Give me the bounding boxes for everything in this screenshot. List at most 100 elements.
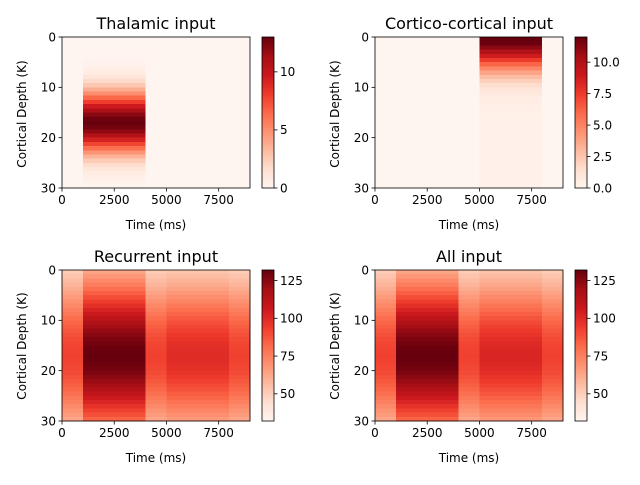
heatmap-cell — [135, 375, 141, 380]
heatmap-cell — [88, 142, 94, 147]
heatmap-cell — [474, 299, 480, 304]
heatmap-cell — [219, 138, 225, 143]
colorbar-tick-label: 75 — [593, 349, 608, 363]
heatmap-cell — [406, 146, 412, 151]
heatmap-cell — [469, 41, 475, 46]
heatmap-cell — [417, 346, 423, 351]
heatmap-cell — [177, 58, 183, 63]
heatmap-cell — [83, 50, 89, 55]
heatmap-cell — [203, 54, 209, 59]
heatmap-cell — [438, 325, 444, 330]
heatmap-cell — [401, 125, 407, 130]
heatmap-cell — [511, 146, 517, 151]
heatmap-cell — [375, 333, 381, 338]
heatmap-cell — [375, 354, 381, 359]
heatmap-cell — [78, 133, 84, 138]
heatmap-cell — [119, 75, 125, 80]
heatmap-cell — [234, 325, 240, 330]
heatmap-cell — [93, 304, 99, 309]
y-tick-label: 0 — [361, 30, 369, 44]
heatmap-cell — [479, 167, 485, 172]
heatmap-cell — [72, 87, 78, 92]
heatmap-cell — [521, 79, 527, 84]
heatmap-cell — [553, 83, 559, 88]
heatmap-cell — [114, 304, 120, 309]
heatmap-cell — [99, 154, 105, 159]
heatmap-cell — [99, 371, 105, 376]
heatmap-cell — [219, 83, 225, 88]
heatmap-cell — [198, 175, 204, 180]
heatmap-cell — [99, 37, 105, 42]
heatmap-cell — [156, 316, 162, 321]
heatmap-cell — [479, 329, 485, 334]
heatmap-cell — [401, 54, 407, 59]
heatmap-cell — [182, 346, 188, 351]
heatmap-cell — [375, 75, 381, 80]
heatmap-cell — [412, 108, 418, 113]
heatmap-cell — [193, 37, 199, 42]
heatmap-cell — [459, 396, 465, 401]
heatmap-cell — [532, 75, 538, 80]
heatmap-cell — [422, 45, 428, 50]
heatmap-cell — [119, 96, 125, 101]
heatmap-cell — [151, 171, 157, 176]
heatmap-cell — [391, 325, 397, 330]
heatmap-cell — [78, 175, 84, 180]
heatmap-cell — [99, 383, 105, 388]
heatmap-cell — [380, 316, 386, 321]
heatmap-cell — [88, 274, 94, 279]
heatmap-cell — [93, 375, 99, 380]
heatmap-cell — [396, 337, 402, 342]
heatmap-cell — [391, 278, 397, 283]
heatmap-cell — [537, 87, 543, 92]
heatmap-cell — [417, 159, 423, 164]
heatmap-cell — [99, 283, 105, 288]
heatmap-cell — [443, 125, 449, 130]
heatmap-cell — [479, 270, 485, 275]
heatmap-cell — [495, 37, 501, 42]
heatmap-cell — [469, 291, 475, 296]
heatmap-cell — [203, 142, 209, 147]
heatmap-cell — [151, 58, 157, 63]
heatmap-cell — [500, 175, 506, 180]
heatmap-cell — [532, 121, 538, 126]
heatmap-cell — [412, 150, 418, 155]
heatmap-cell — [432, 299, 438, 304]
heatmap-cell — [187, 413, 193, 418]
heatmap-cell — [417, 325, 423, 330]
heatmap-cell — [443, 383, 449, 388]
heatmap-cell — [380, 366, 386, 371]
heatmap-cell — [464, 121, 470, 126]
heatmap-cell — [104, 371, 110, 376]
heatmap-cell — [432, 337, 438, 342]
heatmap-cell — [229, 404, 235, 409]
heatmap-cell — [135, 41, 141, 46]
heatmap-cell — [234, 392, 240, 397]
heatmap-cell — [396, 400, 402, 405]
heatmap-cell — [459, 274, 465, 279]
heatmap-cell — [406, 87, 412, 92]
heatmap-cell — [412, 379, 418, 384]
heatmap-cell — [427, 383, 433, 388]
heatmap-cell — [78, 287, 84, 292]
heatmap-cell — [417, 45, 423, 50]
heatmap-cell — [432, 167, 438, 172]
heatmap-cell — [406, 79, 412, 84]
heatmap-cell — [385, 175, 391, 180]
heatmap-cell — [187, 146, 193, 151]
heatmap-cell — [88, 159, 94, 164]
heatmap-cell — [219, 50, 225, 55]
heatmap-cell — [208, 100, 214, 105]
heatmap-cell — [78, 299, 84, 304]
heatmap-cell — [83, 354, 89, 359]
heatmap-cell — [422, 354, 428, 359]
heatmap-cell — [448, 400, 454, 405]
heatmap-cell — [375, 299, 381, 304]
heatmap-cell — [78, 146, 84, 151]
heatmap-cell — [166, 308, 172, 313]
heatmap-cell — [67, 408, 73, 413]
heatmap-cell — [234, 287, 240, 292]
heatmap-cell — [459, 320, 465, 325]
heatmap-cell — [453, 45, 459, 50]
heatmap-cell — [547, 83, 553, 88]
